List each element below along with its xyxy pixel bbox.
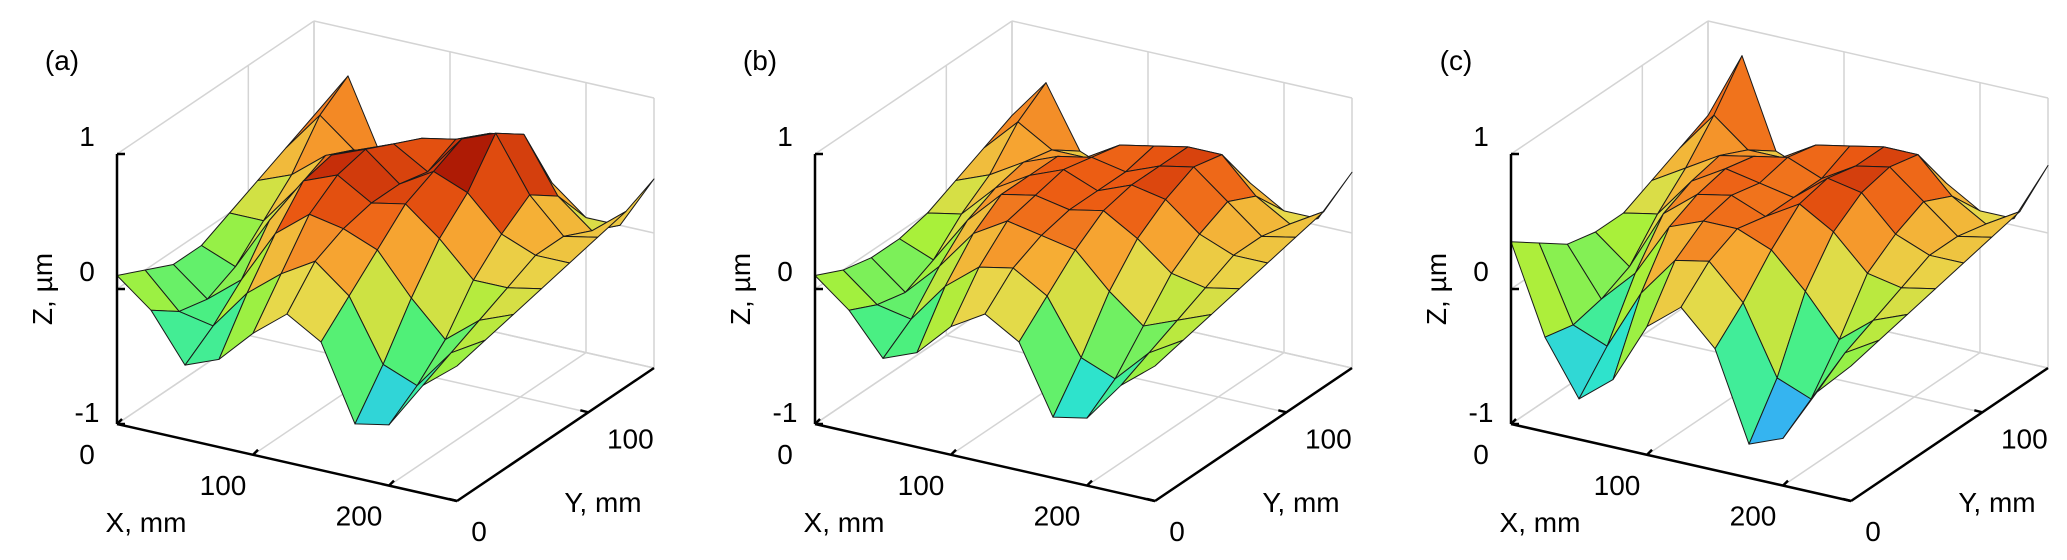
x-axis-label: X, mm (804, 507, 885, 538)
x-tick (1086, 479, 1093, 487)
x-tick (388, 479, 395, 487)
panel-label: (a) (45, 45, 79, 76)
y-tick (1278, 409, 1287, 414)
grid-line (1086, 351, 1285, 487)
x-tick-label: 200 (336, 501, 383, 532)
x-axis (814, 422, 1156, 503)
panel-label: (c) (1440, 45, 1473, 76)
z-tick-label: -1 (75, 397, 100, 428)
y-tick-label: 0 (1865, 516, 1881, 547)
x-axis (1510, 422, 1852, 503)
grid-line (1782, 351, 1981, 487)
y-tick-label: 0 (471, 516, 487, 547)
z-tick-label: 0 (79, 256, 95, 287)
y-tick (1974, 409, 1983, 414)
y-axis-label: Y, mm (1958, 487, 2035, 518)
x-tick (252, 448, 259, 456)
grid-line (116, 20, 315, 155)
x-tick-label: 100 (898, 470, 945, 501)
panel-label: (b) (743, 45, 777, 76)
surface-plot-a: -1 0 1 0 100 200 0 100 Z, µm X, mm Y, mm (a) (27, 20, 655, 547)
grid-line (1707, 20, 2049, 99)
x-tick (116, 418, 123, 425)
y-axis (456, 366, 655, 503)
z-tick-label: -1 (1469, 397, 1494, 428)
z-tick-label: 1 (79, 121, 95, 152)
x-tick-label: 0 (1473, 439, 1489, 470)
x-tick (1782, 479, 1789, 487)
z-tick-label: 0 (1473, 256, 1489, 287)
grid-line (814, 20, 1013, 155)
x-axis (116, 422, 458, 503)
x-tick-label: 0 (777, 439, 793, 470)
y-tick (580, 409, 589, 414)
x-tick (814, 418, 821, 425)
x-tick (1510, 418, 1517, 425)
y-tick-label: 0 (1169, 516, 1185, 547)
x-tick-label: 100 (200, 470, 247, 501)
z-axis-label: Z, µm (1421, 253, 1452, 325)
y-tick-label: 100 (2001, 423, 2048, 454)
grid-line (313, 20, 655, 99)
x-tick-label: 200 (1034, 501, 1081, 532)
grid-line (388, 351, 587, 487)
grid-line (1510, 20, 1709, 155)
surface-patch (1816, 339, 1880, 393)
y-tick-label: 100 (1305, 423, 1352, 454)
z-tick-label: -1 (773, 397, 798, 428)
x-tick-label: 200 (1730, 501, 1777, 532)
y-axis (1154, 366, 1353, 503)
x-tick (950, 448, 957, 456)
y-axis-label: Y, mm (1262, 487, 1339, 518)
x-tick (1646, 448, 1653, 456)
surface-patch (422, 339, 486, 386)
x-axis-label: X, mm (1500, 507, 1581, 538)
grid-line (1011, 20, 1353, 99)
z-tick-label: 1 (1473, 121, 1489, 152)
y-tick (1146, 497, 1156, 503)
x-axis-label: X, mm (106, 507, 187, 538)
y-tick (448, 497, 458, 503)
z-tick-label: 0 (777, 256, 793, 287)
y-tick (1842, 497, 1852, 503)
x-tick-label: 0 (79, 439, 95, 470)
z-axis-label: Z, µm (27, 253, 58, 325)
y-axis (1850, 366, 2049, 503)
y-tick-label: 100 (607, 423, 654, 454)
z-tick-label: 1 (777, 121, 793, 152)
y-axis-label: Y, mm (564, 487, 641, 518)
x-tick-label: 100 (1594, 470, 1641, 501)
surface-plot-c: -1 0 1 0 100 200 0 100 Z, µm X, mm Y, mm (c) (1421, 20, 2049, 547)
surface-patch (1120, 339, 1184, 386)
surface-plot-b: -1 0 1 0 100 200 0 100 Z, µm X, mm Y, mm (b) (725, 20, 1353, 547)
z-axis-label: Z, µm (725, 253, 756, 325)
